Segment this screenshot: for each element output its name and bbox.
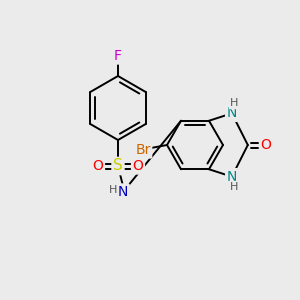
Text: O: O	[133, 159, 143, 173]
Text: N: N	[226, 106, 237, 120]
Text: H: H	[109, 185, 117, 195]
Text: N: N	[118, 185, 128, 199]
Text: H: H	[230, 98, 238, 108]
Text: N: N	[226, 170, 237, 184]
Text: F: F	[114, 49, 122, 63]
Text: S: S	[113, 158, 123, 173]
Text: O: O	[260, 138, 271, 152]
Text: H: H	[230, 182, 238, 192]
Text: Br: Br	[135, 143, 151, 157]
Text: O: O	[93, 159, 104, 173]
